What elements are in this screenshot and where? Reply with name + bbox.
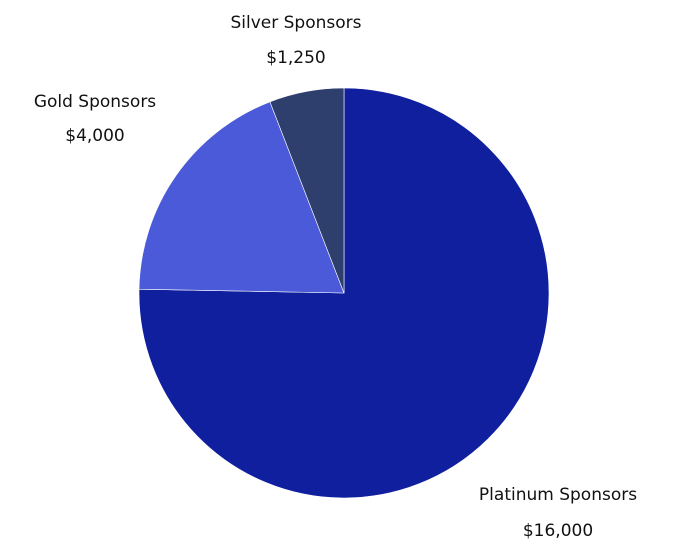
pie-slices — [138, 87, 550, 499]
pie-slice-silver — [269, 87, 345, 294]
slice-label-name: Platinum Sponsors — [479, 485, 637, 505]
slice-label-name: Silver Sponsors — [230, 13, 361, 33]
slice-label-value: $16,000 — [523, 521, 593, 541]
slice-label-value: $1,250 — [266, 48, 325, 68]
pie-slice-gold — [138, 101, 345, 294]
slice-label-name: Gold Sponsors — [34, 92, 156, 112]
slice-label-value: $4,000 — [65, 126, 124, 146]
slice-labels: Platinum Sponsors $16,000 Gold Sponsors $4,… — [34, 13, 637, 541]
